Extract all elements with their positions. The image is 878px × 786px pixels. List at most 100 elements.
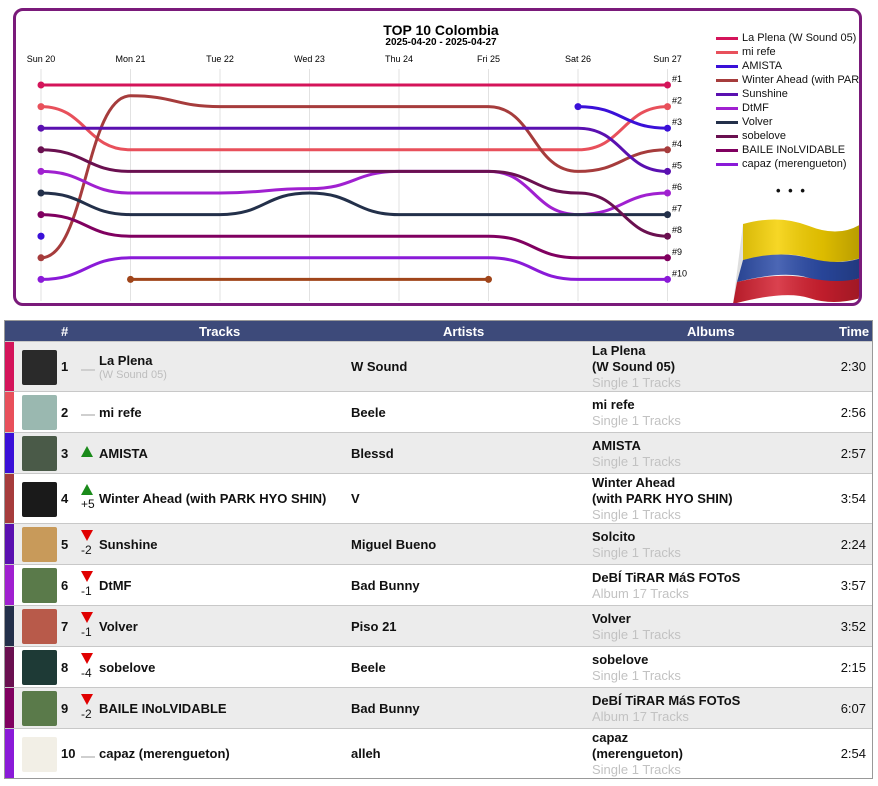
- x-tick-label: Mon 21: [115, 54, 145, 64]
- album-cover-icon[interactable]: [22, 691, 57, 726]
- series-point-1: [664, 103, 671, 111]
- series-point-7: [664, 232, 671, 240]
- legend-item[interactable]: capaz (merengueton): [716, 157, 859, 171]
- table-row[interactable]: 1 La Plena (W Sound 05) W Sound La Plena (W S…: [5, 341, 872, 391]
- artist-name[interactable]: Blessd: [351, 445, 394, 461]
- artist-name[interactable]: Beele: [351, 659, 386, 675]
- track-title[interactable]: sobelove: [99, 659, 156, 675]
- track-title[interactable]: capaz (merengueton): [99, 746, 230, 761]
- header-albums[interactable]: Albums: [687, 324, 735, 339]
- no-change-icon: [81, 755, 95, 758]
- album-info[interactable]: DeBÍ TiRAR MáS FOToS Album 17 Tracks: [592, 570, 842, 602]
- table-row[interactable]: 5 -2 Sunshine Miguel Bueno Solcito Single 1 T…: [5, 523, 872, 564]
- album-cover-icon[interactable]: [22, 349, 57, 385]
- top10-table: # Tracks Artists Albums Time 1 La Plena (W…: [4, 320, 873, 779]
- artist-name[interactable]: Beele: [351, 404, 386, 420]
- series-point-6: [664, 211, 671, 219]
- album-cover-icon[interactable]: [22, 436, 57, 471]
- table-row[interactable]: 3 AMISTA Blessd AMISTA Single 1 Tracks 2:57: [5, 432, 872, 473]
- header-rank[interactable]: #: [61, 324, 69, 339]
- album-cover-icon[interactable]: [22, 650, 57, 685]
- header-tracks[interactable]: Tracks: [199, 324, 241, 339]
- track-duration: 6:07: [840, 700, 866, 716]
- rank-change-value: -2: [81, 706, 92, 721]
- series-point-0: [664, 81, 671, 89]
- table-header: # Tracks Artists Albums Time: [5, 321, 872, 341]
- artist-name[interactable]: Piso 21: [351, 618, 397, 634]
- legend-item[interactable]: Sunshine: [716, 87, 859, 101]
- row-color-bar: [5, 433, 14, 473]
- table-row[interactable]: 8 -4 sobelove Beele sobelove Single 1 Tracks 2…: [5, 646, 872, 687]
- track-title[interactable]: Volver: [99, 618, 138, 634]
- album-info[interactable]: capaz (merengueton) Single 1 Tracks: [592, 730, 842, 778]
- artist-name[interactable]: V: [351, 491, 360, 506]
- album-cover-icon[interactable]: [22, 481, 57, 517]
- row-color-bar: [5, 606, 14, 646]
- track-title[interactable]: DtMF: [99, 577, 132, 593]
- album-track-count: Single 1 Tracks: [592, 507, 681, 522]
- track-title[interactable]: La Plena: [99, 353, 153, 368]
- header-time[interactable]: Time: [839, 324, 870, 339]
- album-cover-icon[interactable]: [22, 527, 57, 562]
- artist-name[interactable]: Bad Bunny: [351, 577, 420, 593]
- album-cover-icon[interactable]: [22, 609, 57, 644]
- table-row[interactable]: 7 -1 Volver Piso 21 Volver Single 1 Tracks 3:5…: [5, 605, 872, 646]
- legend-item[interactable]: Volver: [716, 115, 859, 129]
- album-info[interactable]: La Plena (W Sound 05) Single 1 Tracks: [592, 343, 842, 391]
- legend-label: BAILE INoLVIDABLE: [742, 144, 846, 156]
- track-duration: 2:56: [840, 404, 866, 420]
- series-point-1: [37, 103, 45, 111]
- legend-item[interactable]: La Plena (W Sound 05): [716, 31, 859, 45]
- album-info[interactable]: Winter Ahead (with PARK HYO SHIN) Single 1…: [592, 475, 842, 523]
- legend-item[interactable]: DtMF: [716, 101, 859, 115]
- album-title-line: (merengueton): [592, 746, 683, 761]
- album-cover-icon[interactable]: [22, 395, 57, 430]
- album-info[interactable]: AMISTA Single 1 Tracks: [592, 438, 842, 470]
- header-artists[interactable]: Artists: [443, 324, 485, 339]
- rank-number: 8: [61, 659, 69, 675]
- album-info[interactable]: Volver Single 1 Tracks: [592, 611, 842, 643]
- legend-item[interactable]: mi refe: [716, 45, 859, 59]
- album-info[interactable]: sobelove Single 1 Tracks: [592, 652, 842, 684]
- row-color-bar: [5, 729, 14, 778]
- artist-name[interactable]: Miguel Bueno: [351, 536, 437, 552]
- track-title[interactable]: Winter Ahead (with PARK HYO SHIN): [99, 491, 327, 506]
- track-title[interactable]: Sunshine: [99, 536, 158, 552]
- legend-item[interactable]: AMISTA: [716, 59, 859, 73]
- series-point-10: [485, 275, 492, 283]
- artist-name[interactable]: Bad Bunny: [351, 700, 420, 716]
- track-title[interactable]: BAILE INoLVIDABLE: [99, 700, 227, 716]
- track-title[interactable]: mi refe: [99, 404, 142, 420]
- legend-item[interactable]: sobelove: [716, 129, 859, 143]
- table-row[interactable]: 9 -2 BAILE INoLVIDABLE Bad Bunny DeBÍ TiRAR …: [5, 687, 872, 728]
- rank-number: 3: [61, 445, 69, 461]
- arrow-up-icon: [81, 445, 93, 457]
- table-row[interactable]: 2 mi refe Beele mi refe Single 1 Tracks 2:56: [5, 391, 872, 432]
- table-body: 1 La Plena (W Sound 05) W Sound La Plena (W S…: [5, 341, 872, 778]
- album-info[interactable]: DeBÍ TiRAR MáS FOToS Album 17 Tracks: [592, 693, 842, 725]
- legend-more-indicator[interactable]: • • •: [776, 183, 807, 198]
- legend-item[interactable]: BAILE INoLVIDABLE: [716, 143, 859, 157]
- rank-change: +5: [81, 484, 99, 511]
- series-point-9: [664, 275, 671, 283]
- series-point-7: [37, 146, 45, 154]
- y-rank-label: #9: [672, 247, 682, 257]
- album-info[interactable]: Solcito Single 1 Tracks: [592, 529, 842, 561]
- album-cover-icon[interactable]: [22, 736, 57, 772]
- rank-change: -2: [81, 529, 99, 557]
- table-row[interactable]: 6 -1 DtMF Bad Bunny DeBÍ TiRAR MáS FOToS Albu…: [5, 564, 872, 605]
- y-rank-label: #5: [672, 160, 682, 170]
- album-cover-icon[interactable]: [22, 568, 57, 603]
- album-info[interactable]: mi refe Single 1 Tracks: [592, 397, 842, 429]
- table-row[interactable]: 10 capaz (merengueton) alleh capaz (merengue…: [5, 728, 872, 778]
- album-title-line: Winter Ahead: [592, 475, 676, 490]
- track-title[interactable]: AMISTA: [99, 445, 148, 461]
- table-row[interactable]: 4 +5 Winter Ahead (with PARK HYO SHIN) V Win…: [5, 473, 872, 523]
- album-title-line: DeBÍ TiRAR MáS FOToS: [592, 692, 741, 708]
- track-duration: 2:24: [840, 536, 866, 552]
- artist-name[interactable]: W Sound: [351, 359, 408, 374]
- artist-name[interactable]: alleh: [351, 746, 381, 761]
- legend-item[interactable]: Winter Ahead (with PARK…: [716, 73, 859, 87]
- track-duration: 2:54: [840, 746, 866, 761]
- series-point-9: [37, 275, 45, 283]
